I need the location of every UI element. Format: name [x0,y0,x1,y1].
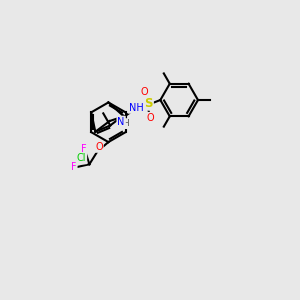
Text: H: H [122,119,128,128]
Text: O: O [95,142,103,152]
Text: Cl: Cl [77,153,86,163]
Text: NH: NH [129,103,143,113]
Text: F: F [71,162,76,172]
Text: S: S [144,97,153,110]
Text: O: O [147,113,154,123]
Text: F: F [81,144,86,154]
Text: O: O [141,87,148,97]
Text: N: N [117,117,125,127]
